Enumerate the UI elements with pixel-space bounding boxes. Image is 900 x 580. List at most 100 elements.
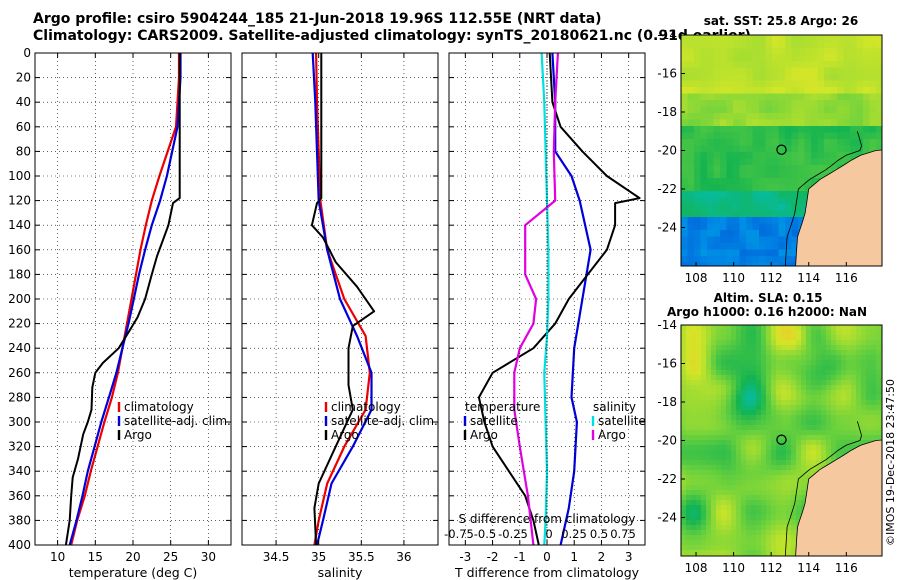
map-cell xyxy=(776,520,782,526)
map-cell xyxy=(733,113,740,120)
map-cell xyxy=(707,139,714,146)
map-cell xyxy=(831,330,837,336)
map-cell xyxy=(681,256,688,263)
map-cell xyxy=(785,249,792,257)
map-cell xyxy=(726,48,734,55)
map-cell xyxy=(851,430,857,436)
map-cell xyxy=(706,335,712,341)
map-cell xyxy=(746,243,753,250)
map-cell xyxy=(876,395,882,401)
map-cell xyxy=(771,355,777,361)
map-cell xyxy=(681,74,688,81)
map-cell xyxy=(721,435,727,441)
map-cell xyxy=(778,106,786,114)
map-cell xyxy=(804,158,812,166)
map-cell xyxy=(876,385,882,391)
map-cell xyxy=(687,35,695,42)
map-cell xyxy=(733,100,740,107)
map-cell xyxy=(831,410,837,416)
map-cell xyxy=(856,48,864,55)
map-cell xyxy=(726,350,732,356)
map-cell xyxy=(876,139,882,146)
map-cell xyxy=(691,390,697,396)
map-cell xyxy=(821,380,827,386)
map-cell xyxy=(843,67,851,75)
map-cell xyxy=(731,485,737,491)
map-cell xyxy=(713,223,721,231)
map-cell xyxy=(786,375,792,381)
map-cell xyxy=(761,470,767,476)
map-cell xyxy=(785,210,792,218)
map-cell xyxy=(681,410,687,416)
map-cell xyxy=(694,35,701,42)
map-cell xyxy=(741,465,747,471)
map-cell xyxy=(746,375,752,381)
map-cell xyxy=(761,545,767,551)
xtick-label-sal-36: 36 xyxy=(396,550,411,564)
map-cell xyxy=(778,158,786,166)
map-cell xyxy=(796,405,802,411)
map-cell xyxy=(831,370,837,376)
map-cell xyxy=(694,93,701,101)
map-cell xyxy=(733,210,740,218)
map-cell xyxy=(871,435,877,441)
map-cell xyxy=(772,249,779,257)
map-cell xyxy=(694,223,701,231)
map-cell xyxy=(843,158,851,166)
map-cell xyxy=(785,178,792,185)
map-cell xyxy=(761,410,767,416)
map-cell xyxy=(696,505,702,511)
map-cell xyxy=(791,450,797,456)
map-cell xyxy=(836,360,842,366)
map-cell xyxy=(752,210,760,218)
map-cell xyxy=(816,400,822,406)
map-cell xyxy=(707,243,714,250)
map-cell xyxy=(733,178,740,185)
map-cell xyxy=(751,485,757,491)
map-cell xyxy=(776,355,782,361)
map-cell xyxy=(861,390,867,396)
map-cell xyxy=(700,217,708,224)
map-cell xyxy=(824,139,831,146)
map-cell xyxy=(876,390,882,396)
map-cell xyxy=(786,530,792,536)
map-cell xyxy=(821,355,827,361)
map-cell xyxy=(726,355,732,361)
map-cell xyxy=(726,61,734,68)
map-cell xyxy=(866,360,872,366)
map-cell xyxy=(786,425,792,431)
map-cell xyxy=(721,420,727,426)
map-cell xyxy=(746,360,752,366)
map-cell xyxy=(741,490,747,496)
map-cell xyxy=(701,525,707,531)
map-cell xyxy=(856,100,864,107)
map-cell xyxy=(701,455,707,461)
map-cell xyxy=(720,165,727,172)
map-cell xyxy=(686,350,692,356)
map-cell xyxy=(681,197,688,205)
map-cell xyxy=(771,430,777,436)
map-cell xyxy=(861,345,867,351)
xlabel-temp: temperature (deg C) xyxy=(69,565,198,580)
map-cell xyxy=(816,370,822,376)
map-xtick-label-sla-110: 110 xyxy=(722,561,745,575)
map-cell xyxy=(765,41,773,49)
map-cell xyxy=(786,430,792,436)
map-cell xyxy=(771,330,777,336)
map-cell xyxy=(861,350,867,356)
map-cell xyxy=(846,445,852,451)
map-cell xyxy=(765,236,773,244)
map-cell xyxy=(806,350,812,356)
map-cell xyxy=(711,430,717,436)
map-cell xyxy=(791,480,797,486)
map-cell xyxy=(681,510,687,516)
map-cell xyxy=(739,100,747,107)
legend-label-sal-satellite: satellite xyxy=(598,414,646,428)
map-cell xyxy=(713,256,721,263)
map-cell xyxy=(831,355,837,361)
map-cell xyxy=(681,217,688,224)
map-cell xyxy=(765,243,773,250)
map-cell xyxy=(786,535,792,541)
map-cell xyxy=(785,165,792,172)
